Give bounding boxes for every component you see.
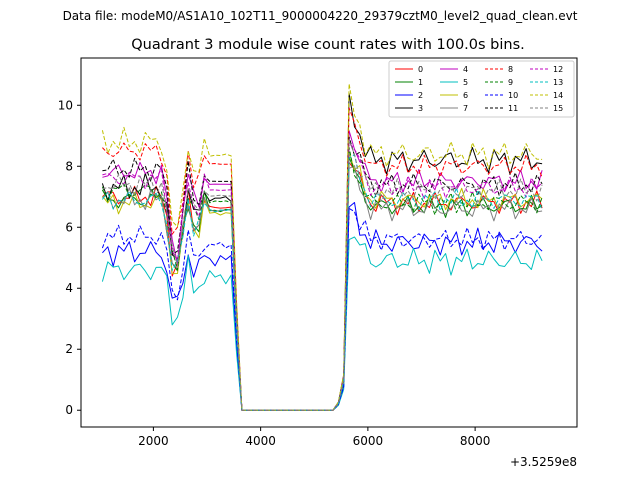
legend-label-4: 4 bbox=[463, 65, 468, 74]
series-line-11 bbox=[102, 136, 543, 411]
x-tick-label-6000: 6000 bbox=[353, 434, 384, 448]
legend-label-1: 1 bbox=[418, 78, 423, 87]
y-tick-label-10: 10 bbox=[58, 98, 73, 112]
legend-label-9: 9 bbox=[508, 78, 513, 87]
legend-label-6: 6 bbox=[463, 91, 468, 100]
series-line-12 bbox=[102, 141, 543, 411]
y-tick-label-4: 4 bbox=[65, 281, 73, 295]
legend-label-14: 14 bbox=[553, 91, 563, 100]
legend-label-13: 13 bbox=[553, 78, 563, 87]
series-layer bbox=[101, 83, 543, 411]
y-tick-label-6: 6 bbox=[65, 220, 73, 234]
series-line-10 bbox=[101, 207, 543, 411]
legend-label-2: 2 bbox=[418, 91, 423, 100]
y-tick-label-2: 2 bbox=[65, 342, 73, 356]
legend-label-12: 12 bbox=[553, 65, 563, 74]
series-line-8 bbox=[102, 107, 543, 411]
legend-label-15: 15 bbox=[553, 104, 563, 113]
y-tick-label-0: 0 bbox=[65, 403, 73, 417]
legend-label-8: 8 bbox=[508, 65, 513, 74]
x-axis-offset-label: +3.5259e8 bbox=[510, 455, 577, 469]
series-line-15 bbox=[102, 140, 543, 411]
legend-label-3: 3 bbox=[418, 104, 423, 113]
y-axis: 0 2 4 6 8 10 bbox=[58, 98, 81, 417]
y-tick-label-8: 8 bbox=[65, 159, 73, 173]
legend-label-7: 7 bbox=[463, 104, 468, 113]
legend-label-10: 10 bbox=[508, 91, 518, 100]
x-tick-label-2000: 2000 bbox=[138, 434, 169, 448]
plot-frame bbox=[80, 57, 578, 428]
chart-title: Quadrant 3 module wise count rates with … bbox=[131, 37, 525, 53]
x-tick-label-4000: 4000 bbox=[245, 434, 276, 448]
x-axis: 2000 4000 6000 8000 bbox=[138, 427, 490, 448]
legend-label-11: 11 bbox=[508, 104, 518, 113]
figure-suptitle: Data file: modeM0/AS1A10_102T11_90000042… bbox=[63, 9, 578, 23]
legend-frame bbox=[388, 60, 575, 118]
legend-label-5: 5 bbox=[463, 78, 468, 87]
x-tick-label-8000: 8000 bbox=[460, 434, 491, 448]
legend-label-0: 0 bbox=[418, 65, 423, 74]
